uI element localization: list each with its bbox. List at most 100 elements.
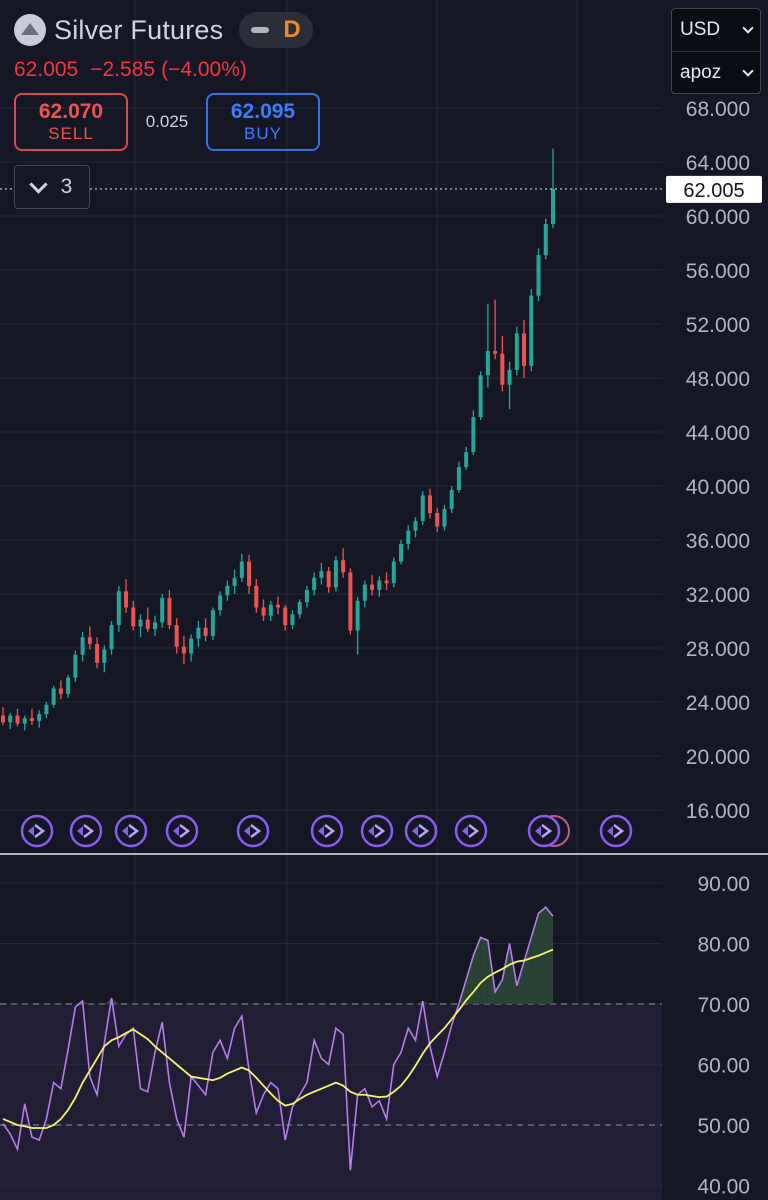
candle-body [247,561,252,586]
candle-body [29,718,34,721]
candle-body [87,637,92,644]
sell-price: 62.070 [38,100,104,124]
logo-icon [14,14,46,46]
last-price: 62.005 [14,58,79,81]
event-circle [236,814,270,848]
rsi-overbought-fill [531,913,539,1004]
currency-select[interactable]: USD [672,9,760,51]
indicators-toggle-button[interactable]: 3 [14,165,90,209]
timeframe-pill[interactable]: D [239,12,313,48]
event-arrow-right [468,824,480,838]
instrument-title: Silver Futures [54,14,224,45]
rsi-overbought-fill [111,997,119,1004]
event-arrow-left [368,826,374,836]
rsi-ma-line [2,948,554,1129]
y-tick-label: 24.000 [686,692,750,715]
buy-button[interactable]: 62.095 BUY [206,93,320,151]
candle-body [181,646,186,654]
rsi-overbought-fill [480,937,488,1004]
event-arrow-icon [527,814,570,848]
y-tick-label: 28.000 [686,638,750,661]
rsi-overbought-fill [104,997,112,1004]
rsi-band [0,1004,662,1200]
candle-body [8,715,13,723]
candle-body [413,521,418,531]
event-arrow-icon [165,814,199,848]
event-arrow-left [173,826,179,836]
event-circle [165,814,199,848]
candle-body [377,580,382,590]
rsi-line [2,906,554,1171]
event-arrow-icon [454,814,488,848]
candle-body [427,495,432,513]
event-arrow-left [318,826,324,836]
event-arrow-right [34,824,46,838]
y-tick-label: 48.000 [686,368,750,391]
candle-body [399,544,404,562]
event-circle [599,814,633,848]
event-arrow-right [418,824,430,838]
y-tick-label: 68.000 [686,98,750,121]
candle-body [435,513,440,527]
candle-body [73,654,78,678]
sell-label: SELL [48,124,94,144]
event-arrow-icon [360,814,394,848]
candle-body [348,572,353,631]
rsi-overbought-fill [495,979,503,1004]
candle-body [500,353,505,385]
rsi-tick-label: 90.00 [697,873,750,896]
event-arrow-right [250,824,262,838]
event-arrow-left [122,826,128,836]
y-tick-label: 52.000 [686,314,750,337]
y-tick-label: 32.000 [686,584,750,607]
candle-body [529,295,534,366]
event-circle [69,814,103,848]
candle-body [189,638,194,654]
event-arrow-left [77,826,83,836]
rsi-overbought-fill [545,907,553,1004]
candle-body [370,584,375,590]
rsi-overbought-fill [524,937,532,1004]
candle-body [116,591,121,626]
candle-body [254,585,259,608]
event-circle [20,814,54,848]
candle-body [290,614,295,626]
event-arrow-left [462,826,468,836]
event-arrow-icon [310,814,344,848]
account-select[interactable]: apoz [672,51,760,94]
rsi-overbought-fill [82,1000,90,1004]
candle-body [167,598,172,626]
candle-body [312,577,317,590]
candle-body [37,714,42,721]
event-arrow-right [324,824,336,838]
candle-body [355,600,360,631]
event-arrow-icon [20,814,54,848]
candle-body [268,604,273,616]
minus-icon[interactable] [251,27,270,33]
price-change-pct: (−4.00%) [161,58,247,81]
rsi-overbought-fill [502,943,510,1004]
candle-body [58,688,63,694]
candle-body [210,610,215,636]
y-tick-label: 36.000 [686,530,750,553]
event-arrow-right [374,824,386,838]
candle-body [319,571,324,578]
rsi-overbought-fill [538,907,546,1004]
candle-body [304,589,309,603]
candle-body [493,351,498,354]
candle-body [522,333,527,366]
event-circle [454,814,488,848]
candle-body [196,627,201,639]
candle-body [551,189,555,225]
candle-body [138,619,143,627]
rsi-overbought-fill [516,961,525,1004]
timeframe-label[interactable]: D [283,16,301,43]
event-arrow-icon [69,814,103,848]
candle-body [22,718,27,724]
sell-button[interactable]: 62.070 SELL [14,93,128,151]
y-tick-label: 40.000 [686,476,750,499]
price-summary: 62.005 −2.585 (−4.00%) [14,58,247,82]
event-arrow-left [412,826,418,836]
candle-body [384,580,389,584]
event-arrow-icon [236,814,270,848]
